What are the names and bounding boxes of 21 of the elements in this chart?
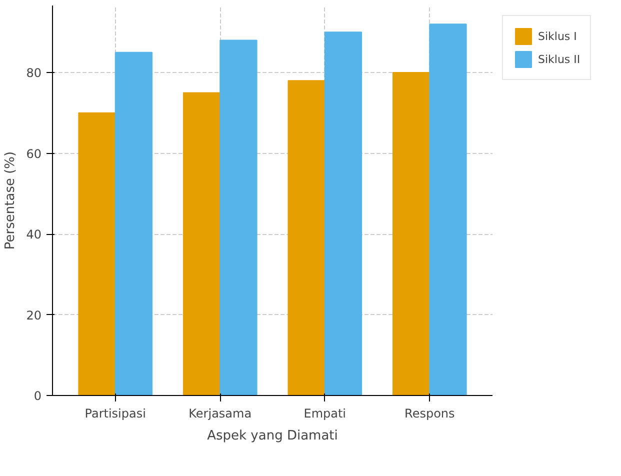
y-tick-label: 20: [26, 308, 42, 322]
y-axis-title: Persentase (%): [3, 151, 18, 250]
bar: [182, 92, 221, 396]
bar: [220, 40, 258, 396]
bar: [324, 32, 362, 396]
y-tick-label: 60: [26, 146, 42, 161]
y-tick-label: 0: [34, 389, 42, 403]
x-tick-label: Respons: [404, 406, 455, 420]
legend-label: Siklus II: [538, 52, 580, 66]
legend-label: Siklus I: [538, 30, 577, 42]
y-tick-label: 80: [26, 66, 42, 80]
bar: [288, 80, 326, 396]
bar: [78, 112, 116, 396]
y-tick-label: 40: [26, 228, 42, 242]
x-tick-label: Empati: [304, 406, 346, 420]
x-axis-title: Aspek yang Diamati: [207, 428, 338, 444]
bar: [392, 72, 430, 396]
bar: [114, 52, 153, 396]
x-tick-label: Kerjasama: [188, 406, 252, 420]
x-tick-label: Partisipasi: [84, 406, 146, 420]
bar: [429, 24, 467, 396]
